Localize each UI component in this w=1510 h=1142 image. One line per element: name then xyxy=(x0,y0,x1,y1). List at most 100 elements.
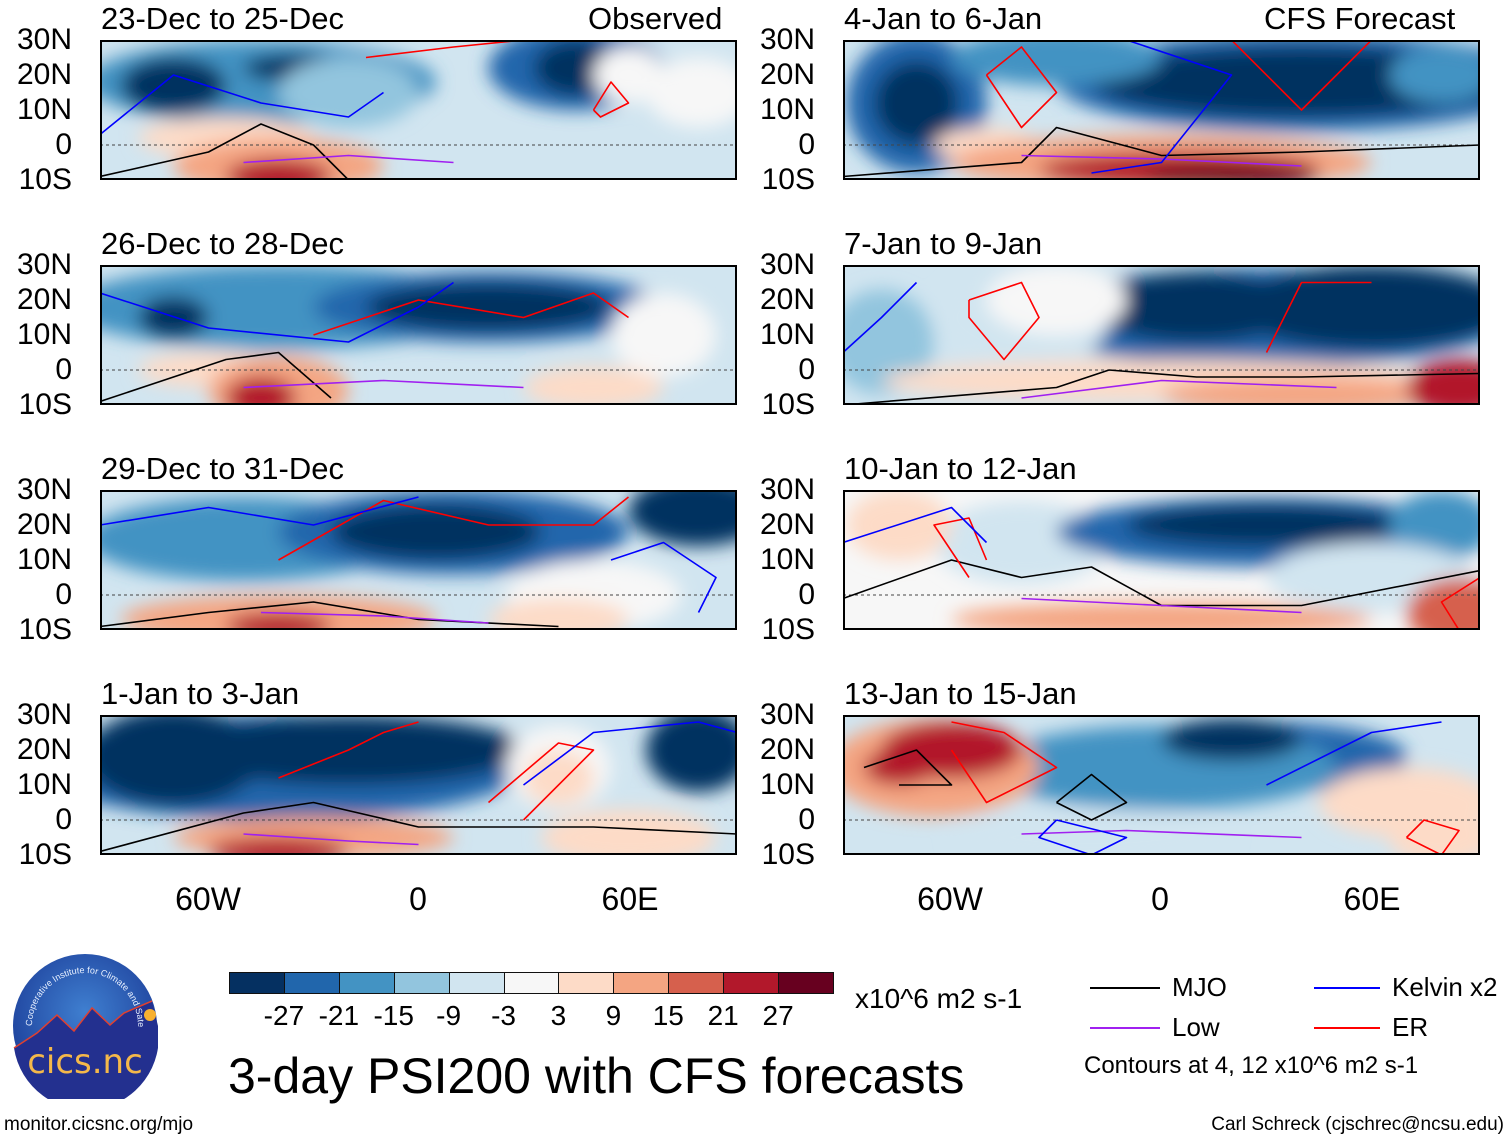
lat-label: 10N xyxy=(759,768,815,801)
psi-anomaly-region xyxy=(1161,718,1302,761)
lat-label: 10N xyxy=(16,543,72,576)
wave-contour xyxy=(968,281,1040,361)
lat-label: 30N xyxy=(16,473,72,506)
panel-title: 7-Jan to 9-Jan xyxy=(844,226,1043,261)
psi-anomaly-region xyxy=(331,504,541,560)
wave-contour xyxy=(985,46,1058,129)
psi-anomaly-region xyxy=(864,750,934,785)
colorbar-label: 27 xyxy=(762,1000,794,1031)
lat-label: 10S xyxy=(761,613,815,646)
wave-contour xyxy=(100,351,332,403)
lat-label: 0 xyxy=(798,128,815,161)
psi-anomaly-region xyxy=(208,837,349,855)
map-panel xyxy=(843,265,1480,405)
lat-label: 0 xyxy=(55,128,72,161)
contour-note: Contours at 4, 12 x10^6 m2 s-1 xyxy=(1084,1052,1419,1079)
map-panel xyxy=(100,715,737,855)
lat-label: 30N xyxy=(16,698,72,731)
wave-contour xyxy=(100,281,454,343)
wave-contour xyxy=(1021,154,1302,167)
map-panel xyxy=(100,490,737,630)
panel-frame xyxy=(100,265,737,405)
panel-frame xyxy=(843,265,1480,405)
wave-contour xyxy=(1038,819,1128,855)
map-panel xyxy=(100,265,737,405)
legend-label-mjo: MJO xyxy=(1172,972,1227,1002)
psi-anomaly-region xyxy=(1389,47,1480,103)
colorbar-swatch xyxy=(558,972,615,994)
wave-contour xyxy=(1405,819,1460,855)
lat-label: 10N xyxy=(16,93,72,126)
wave-contour xyxy=(843,281,918,354)
psi-anomaly-region xyxy=(593,47,664,103)
colorbar-swatch xyxy=(229,972,285,994)
lat-label: 0 xyxy=(55,578,72,611)
wave-contour xyxy=(863,749,953,786)
colorbar-swatch xyxy=(503,972,560,994)
wave-contour xyxy=(610,541,717,613)
psi-anomaly-region xyxy=(541,809,716,855)
psi-anomaly-region xyxy=(523,366,664,405)
lat-label: 30N xyxy=(16,248,72,281)
lat-label: 10N xyxy=(16,318,72,351)
psi-anomaly-region xyxy=(1406,359,1480,405)
colorbar-label: 3 xyxy=(550,1000,567,1031)
wave-contour xyxy=(933,517,988,578)
legend-label-low: Low xyxy=(1172,1012,1220,1042)
psi-anomaly-region xyxy=(523,750,594,806)
psi-anomaly-region xyxy=(1231,265,1480,349)
panel-frame xyxy=(843,715,1480,855)
colorbar-swatch xyxy=(393,972,450,994)
wave-contour xyxy=(523,721,737,786)
footer-credit: Carl Schreck (cjschrec@ncsu.edu) xyxy=(1211,1114,1504,1135)
wave-contour xyxy=(843,126,1480,178)
lat-label: 20N xyxy=(759,58,815,91)
lat-label: 0 xyxy=(55,353,72,386)
lat-label: 20N xyxy=(16,283,72,316)
psi-anomaly-region xyxy=(646,715,737,792)
wave-contour xyxy=(1091,40,1233,174)
wave-contour xyxy=(1266,721,1442,786)
psi-anomaly-region xyxy=(488,598,629,630)
psi-anomaly-region xyxy=(843,289,934,395)
panel-title: 29-Dec to 31-Dec xyxy=(101,451,344,486)
lon-label-60e: 60E xyxy=(601,881,659,917)
wave-contour xyxy=(1021,829,1302,839)
lat-label: 30N xyxy=(759,473,815,506)
wave-contour xyxy=(1265,281,1372,353)
colorbar-label: -3 xyxy=(491,1000,516,1031)
psi-anomaly-region xyxy=(366,282,611,332)
legend-line-er xyxy=(1314,1027,1380,1029)
wave-contour xyxy=(260,611,489,624)
psi-anomaly-region xyxy=(951,602,1372,630)
panel-frame xyxy=(843,490,1480,630)
panel-frame xyxy=(100,40,737,180)
panel-title: 13-Jan to 15-Jan xyxy=(844,676,1077,711)
psi-anomaly-region xyxy=(934,500,1109,585)
wave-contour xyxy=(365,40,524,59)
map-panel xyxy=(100,40,737,180)
observed-header: Observed xyxy=(588,1,723,36)
lat-label: 10S xyxy=(18,613,72,646)
psi-anomaly-region xyxy=(1126,504,1407,546)
lat-label: 30N xyxy=(16,23,72,56)
footer-url[interactable]: monitor.cicsnc.org/mjo xyxy=(4,1114,194,1135)
colorbar-label: 9 xyxy=(605,1000,622,1031)
wave-contour xyxy=(243,154,454,164)
lat-label: 10N xyxy=(759,543,815,576)
wave-contour xyxy=(843,559,1480,607)
psi-anomaly-region xyxy=(611,293,716,377)
wave-contour xyxy=(1440,576,1480,630)
psi-anomaly-region xyxy=(226,159,331,180)
panel-title: 4-Jan to 6-Jan xyxy=(844,1,1043,36)
psi-anomaly-region xyxy=(874,61,959,145)
panel-frame xyxy=(100,490,737,630)
wave-contour xyxy=(313,292,629,336)
psi-anomaly-region xyxy=(628,490,737,546)
legend-line-low xyxy=(1090,1027,1160,1029)
panel-frame xyxy=(100,715,737,855)
lat-label: 10N xyxy=(16,768,72,801)
wave-contour xyxy=(1230,40,1373,111)
lon-label-60e: 60E xyxy=(1343,881,1401,917)
forecast-header: CFS Forecast xyxy=(1264,1,1456,36)
